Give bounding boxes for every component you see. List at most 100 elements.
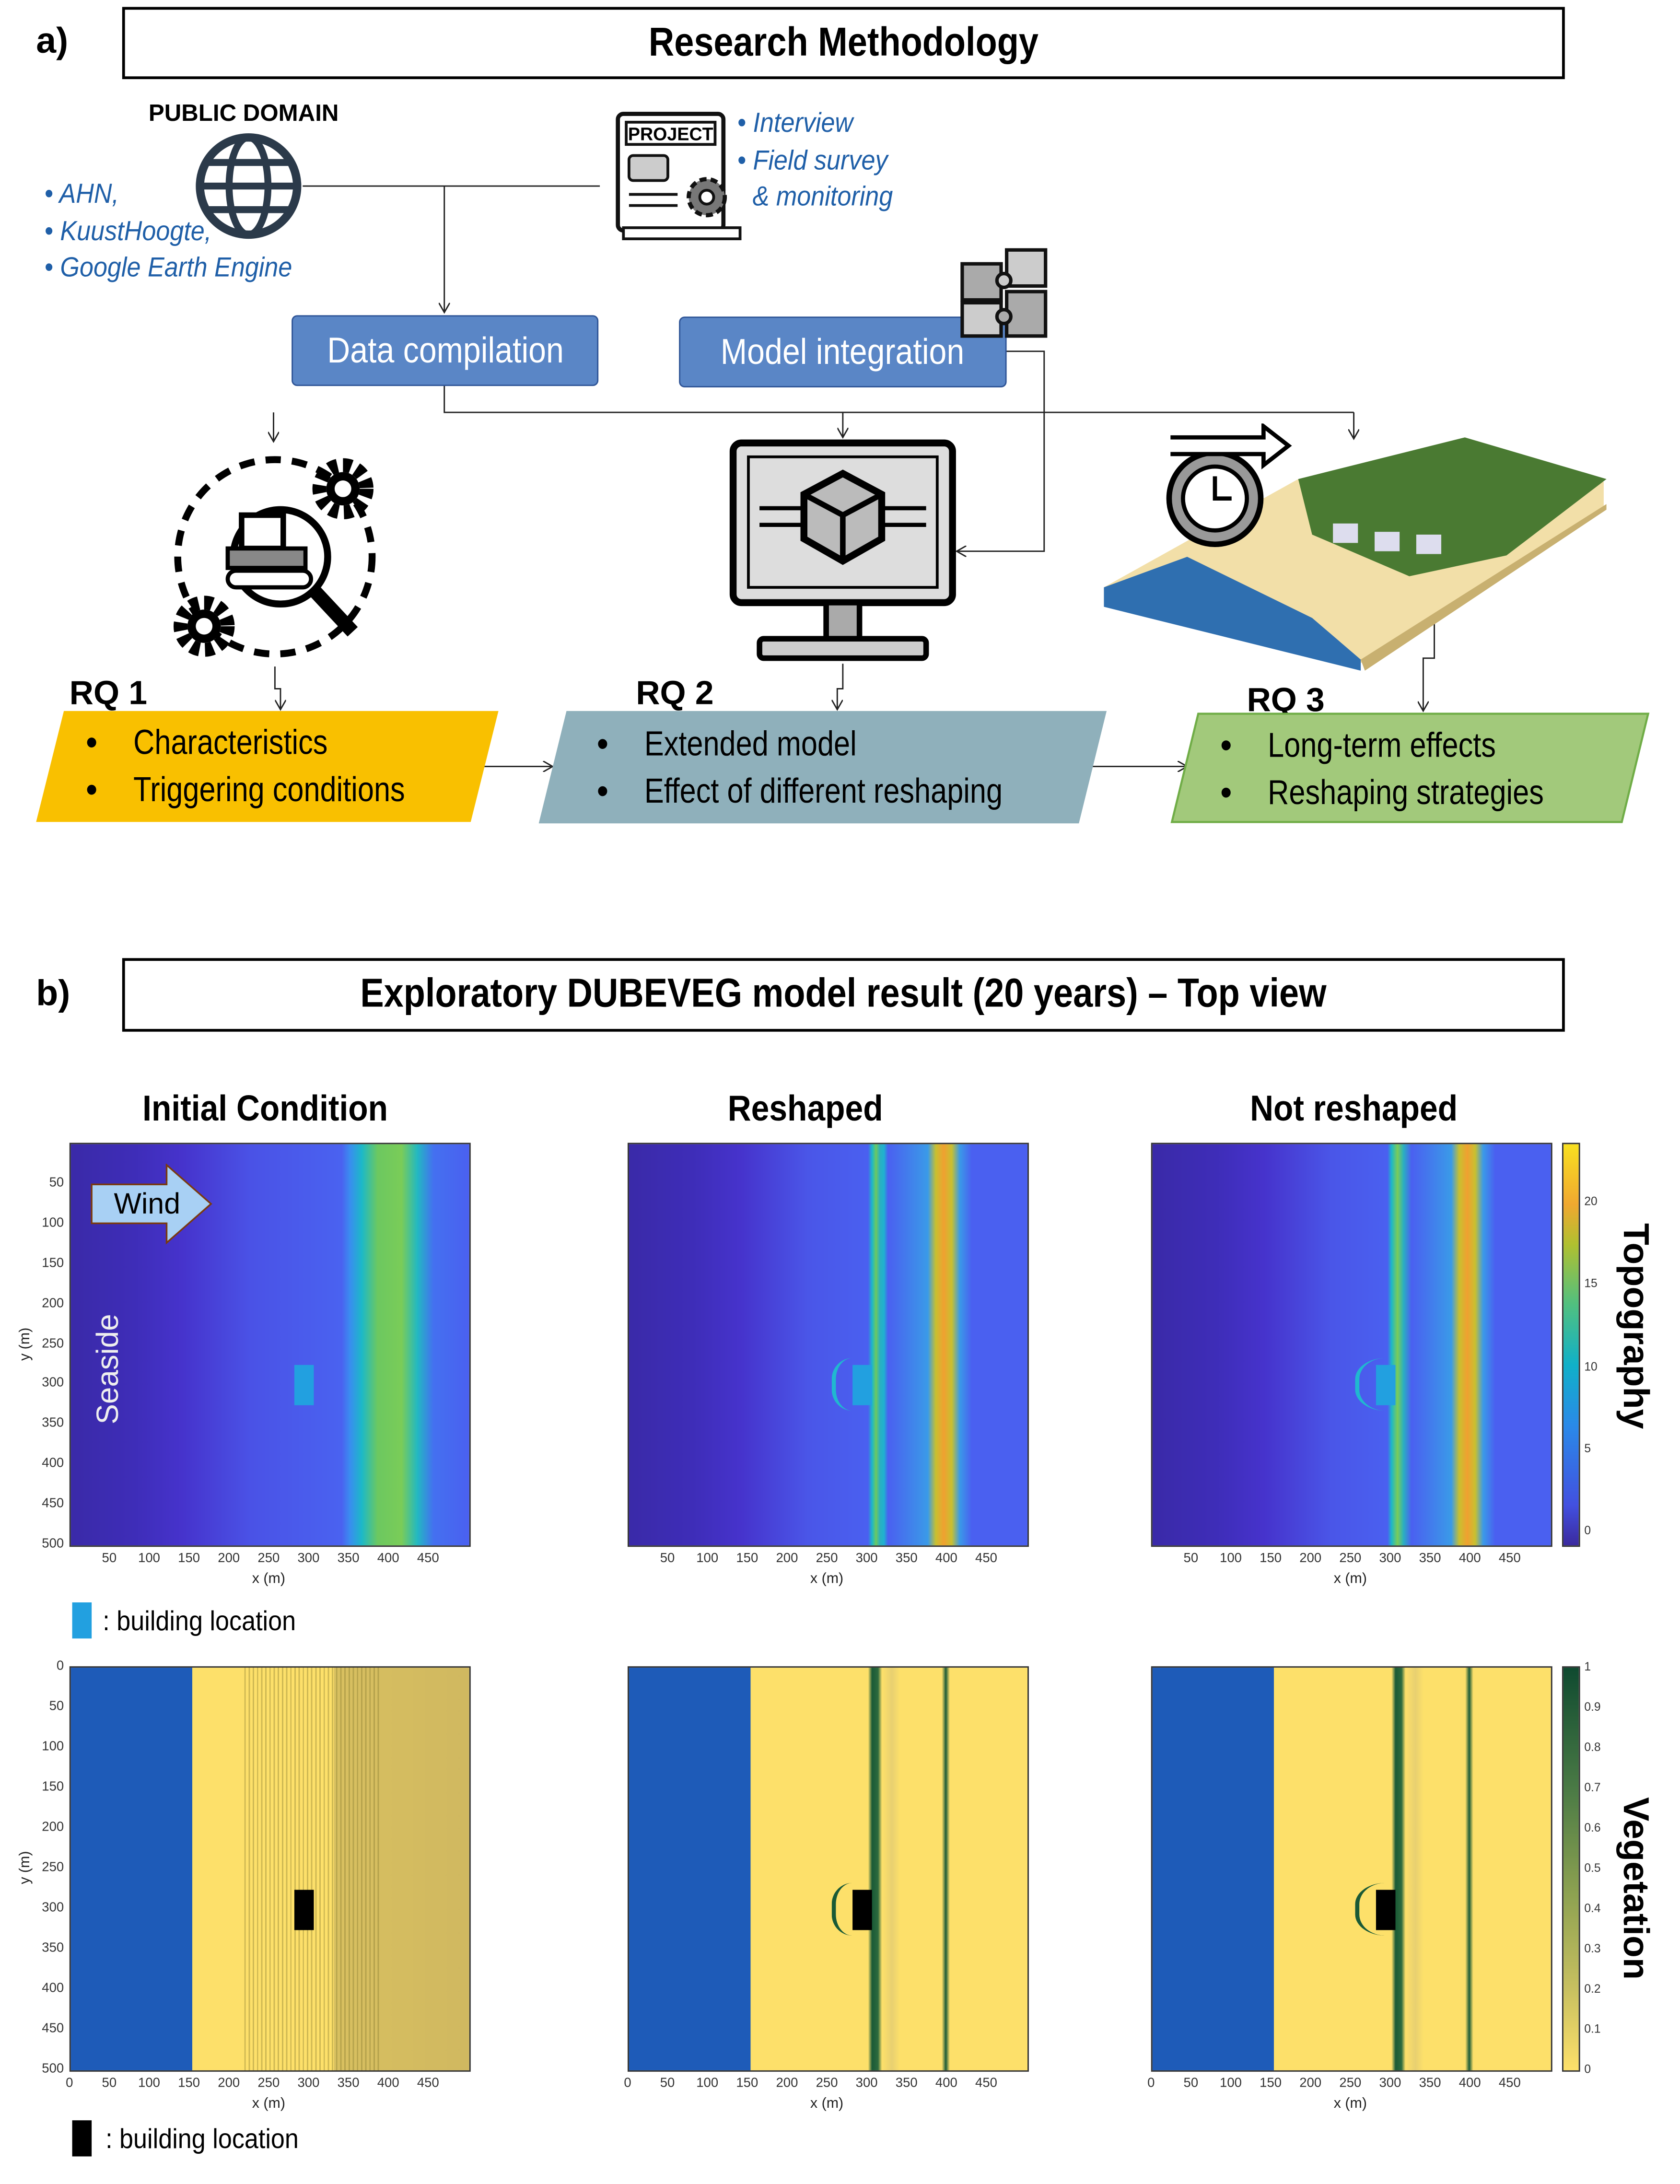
x-axis-label: x (m) — [810, 2095, 844, 2112]
source-google-earth-engine: • Google Earth Engine — [44, 253, 292, 283]
colorbar-topography — [1562, 1143, 1580, 1547]
building-location-mark — [1376, 1889, 1396, 1929]
x-tick-label: 300 — [1379, 2076, 1401, 2091]
colorbar-tick-label: 1 — [1584, 1659, 1591, 1673]
x-axis-label: x (m) — [1333, 1570, 1367, 1588]
y-tick-label: 50 — [49, 1175, 64, 1191]
y-tick-label: 300 — [42, 1900, 64, 1916]
x-tick-label: 150 — [1260, 2076, 1282, 2091]
x-tick-label: 100 — [138, 1551, 160, 1566]
model-integration-box: Model integration — [679, 316, 1007, 387]
colorbar-tick-label: 0.9 — [1584, 1699, 1601, 1714]
x-tick-label: 300 — [855, 1551, 878, 1566]
x-tick-label: 300 — [297, 2076, 320, 2091]
colorbar-tick-label: 0 — [1584, 2062, 1591, 2076]
x-tick-label: 200 — [1299, 1551, 1322, 1566]
rq3-item-long-term: • Long-term effects — [1220, 726, 1495, 765]
x-tick-label: 400 — [1458, 2076, 1481, 2091]
x-tick-label: 50 — [102, 2076, 117, 2091]
colorbar-tick-label: 0.4 — [1584, 1901, 1601, 1915]
x-tick-label: 400 — [1458, 1551, 1481, 1566]
y-tick-label: 0 — [56, 1658, 64, 1674]
vegetation-map-initial — [69, 1666, 471, 2072]
x-tick-label: 200 — [776, 1551, 798, 1566]
globe-icon — [196, 133, 302, 239]
legend-building-topography: : building location — [103, 1606, 296, 1637]
seaside-label: Seaside — [90, 1314, 125, 1425]
x-tick-label: 150 — [736, 2076, 758, 2091]
colorbar-tick-label: 20 — [1584, 1193, 1598, 1208]
part-b-label: b) — [36, 972, 70, 1014]
colorbar-tick-label: 0.7 — [1584, 1780, 1601, 1794]
x-tick-label: 250 — [1339, 2076, 1362, 2091]
colorbar-label-topography: Topography — [1615, 1223, 1657, 1429]
x-axis-label: x (m) — [810, 1570, 844, 1588]
x-tick-label: 450 — [1498, 1551, 1521, 1566]
rq2-label: RQ 2 — [636, 675, 714, 712]
x-tick-label: 350 — [895, 2076, 918, 2091]
y-tick-label: 500 — [42, 2061, 64, 2077]
x-axis-label: x (m) — [252, 2095, 286, 2112]
source-ahn: • AHN, — [44, 179, 119, 210]
y-tick-label: 200 — [42, 1820, 64, 1835]
panel-title-not-reshaped: Not reshaped — [1250, 1087, 1458, 1129]
panel-title-initial: Initial Condition — [142, 1087, 388, 1129]
x-tick-label: 150 — [178, 2076, 200, 2091]
rq3-item-strategies: • Reshaping strategies — [1220, 773, 1543, 813]
rq2-box: • Extended model • Effect of different r… — [538, 711, 1107, 824]
x-tick-label: 450 — [1498, 2076, 1521, 2091]
y-tick-label: 150 — [42, 1779, 64, 1795]
x-tick-label: 450 — [975, 1551, 997, 1566]
x-tick-label: 50 — [660, 2076, 675, 2091]
x-tick-label: 200 — [218, 2076, 240, 2091]
x-tick-label: 400 — [377, 2076, 399, 2091]
x-tick-label: 400 — [377, 1551, 399, 1566]
building-deposition-ring — [1355, 1882, 1432, 1936]
colorbar-tick-label: 5 — [1584, 1441, 1591, 1456]
building-location-mark — [294, 1365, 314, 1405]
y-tick-label: 450 — [42, 2021, 64, 2036]
building-location-mark — [294, 1889, 314, 1929]
data-compilation-box: Data compilation — [292, 315, 599, 386]
colorbar-vegetation — [1562, 1666, 1580, 2072]
colorbar-tick-label: 0.3 — [1584, 1941, 1601, 1955]
legend-swatch-building-topography — [72, 1602, 92, 1639]
x-tick-label: 450 — [417, 1551, 439, 1566]
y-tick-label: 100 — [42, 1215, 64, 1231]
y-tick-label: 350 — [42, 1416, 64, 1432]
x-tick-label: 100 — [696, 1551, 719, 1566]
colorbar-tick-label: 0.6 — [1584, 1820, 1601, 1834]
methodology-title-text: Research Methodology — [648, 20, 1038, 65]
x-tick-label: 150 — [736, 1551, 758, 1566]
project-document-gear-icon: PROJECT — [616, 112, 742, 241]
x-tick-label: 300 — [855, 2076, 878, 2091]
y-tick-label: 150 — [42, 1255, 64, 1271]
y-tick-label: 400 — [42, 1981, 64, 1996]
y-tick-label: 400 — [42, 1456, 64, 1472]
legend-building-vegetation: : building location — [105, 2124, 299, 2155]
x-tick-label: 150 — [1260, 1551, 1282, 1566]
bulldozer-search-gears-icon — [173, 456, 376, 658]
x-tick-label: 250 — [1339, 1551, 1362, 1566]
building-deposition-ring — [1355, 1358, 1432, 1412]
x-tick-label: 200 — [218, 1551, 240, 1566]
panel-title-reshaped: Reshaped — [727, 1087, 883, 1129]
y-tick-label: 500 — [42, 1536, 64, 1552]
building-location-mark — [852, 1365, 872, 1405]
y-tick-label: 250 — [42, 1335, 64, 1351]
x-axis-label: x (m) — [1333, 2095, 1367, 2112]
x-tick-label: 50 — [1183, 2076, 1199, 2091]
legend-swatch-building-vegetation — [72, 2120, 92, 2157]
building-location-mark — [1376, 1365, 1396, 1405]
y-tick-label: 100 — [42, 1739, 64, 1755]
rq1-box: • Characteristics • Triggering condition… — [36, 711, 499, 822]
x-tick-label: 250 — [816, 2076, 838, 2091]
colorbar-tick-label: 0 — [1584, 1524, 1591, 1538]
wind-arrow-icon — [91, 1163, 212, 1245]
x-tick-label: 300 — [297, 1551, 320, 1566]
x-tick-label: 0 — [1147, 2076, 1155, 2091]
project-icon-text: PROJECT — [628, 124, 713, 144]
source-kuusthoogte: • KuustHoogte, — [44, 216, 212, 247]
colorbar-tick-label: 0.1 — [1584, 2021, 1601, 2036]
rq2-item-extended-model: • Extended model — [597, 724, 856, 764]
